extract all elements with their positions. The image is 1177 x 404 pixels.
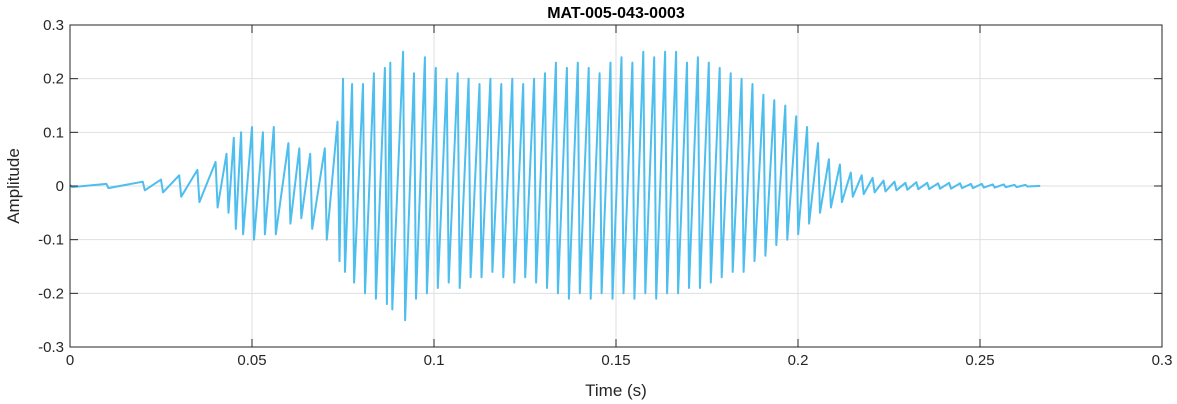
y-tick-label: 0.2 [43, 71, 64, 88]
y-tick-label: 0 [56, 178, 64, 195]
x-tick-label: 0.1 [424, 352, 445, 369]
x-tick-label: 0.15 [601, 352, 630, 369]
x-tick-labels: 0 0.05 0.1 0.15 0.2 0.25 0.3 [66, 352, 1173, 369]
y-axis-label: Amplitude [4, 148, 23, 224]
y-tick-labels: -0.3 -0.2 -0.1 0 0.1 0.2 0.3 [38, 17, 64, 356]
x-tick-label: 0.25 [965, 352, 994, 369]
y-tick-label: 0.3 [43, 17, 64, 34]
waveform-line [70, 50, 1041, 322]
x-tick-label: 0 [66, 352, 74, 369]
x-tick-label: 0.05 [237, 352, 266, 369]
series-group [70, 50, 1041, 322]
y-tick-label: -0.3 [38, 339, 64, 356]
y-tick-label: 0.1 [43, 124, 64, 141]
x-tick-label: 0.3 [1152, 352, 1173, 369]
y-tick-label: -0.1 [38, 232, 64, 249]
tick-marks [69, 24, 1163, 348]
chart-title: MAT-005-043-0003 [547, 5, 685, 22]
y-tick-label: -0.2 [38, 285, 64, 302]
x-axis-label: Time (s) [585, 381, 647, 400]
x-tick-label: 0.2 [788, 352, 809, 369]
